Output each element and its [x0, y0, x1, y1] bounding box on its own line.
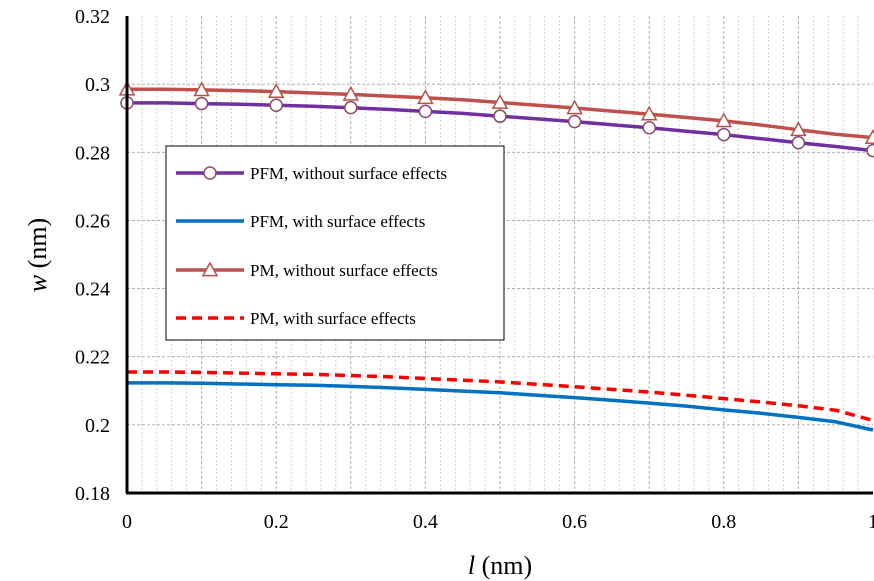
legend: PFM, without surface effects PFM, with su… [165, 145, 505, 341]
y-axis-unit: (nm) [23, 218, 52, 275]
data-point-triangle [193, 81, 210, 97]
legend-item-2: PFM, with surface effects [176, 212, 425, 231]
legend-label: PM, without surface effects [250, 261, 438, 280]
data-point-triangle [864, 129, 874, 144]
data-point-triangle [566, 99, 583, 115]
y-tick-label: 0.2 [85, 415, 110, 437]
series-2 [127, 381, 874, 432]
tick-labels: 0 0.2 0.4 0.6 0.8 1 0.18 0.2 0.22 0.24 0.26 0.28 0.3… [75, 6, 874, 533]
data-point-circle [567, 114, 582, 129]
y-axis-variable: w [23, 274, 52, 292]
legend-item-1: PFM, without surface effects [176, 164, 447, 183]
y-tick-label: 0.18 [75, 483, 110, 505]
series-layer [118, 80, 874, 432]
data-point-triangle [267, 83, 285, 98]
data-point-circle [269, 98, 283, 113]
axes [125, 16, 873, 495]
y-tick-label: 0.26 [75, 210, 110, 232]
x-tick-label: 0.4 [413, 511, 438, 533]
data-point-triangle [342, 85, 360, 101]
data-point-triangle [790, 121, 807, 137]
data-point-circle [866, 143, 874, 158]
y-tick-label: 0.28 [75, 142, 110, 164]
legend-marker-circle [203, 166, 217, 180]
y-tick-label: 0.24 [75, 279, 110, 301]
legend-label: PFM, without surface effects [250, 164, 447, 183]
x-axis-unit: (nm) [475, 551, 532, 580]
x-tick-label: 0.6 [562, 511, 587, 533]
legend-marker-triangle [201, 261, 219, 277]
x-tick-label: 0 [122, 511, 132, 533]
data-point-circle [194, 96, 209, 111]
legend-label: PFM, with surface effects [250, 212, 425, 231]
legend-item-3: PM, without surface effects [176, 261, 438, 280]
series-line [127, 381, 874, 432]
series-1 [120, 96, 874, 158]
series-line [127, 370, 874, 423]
legend-item-4: PM, with surface effects [176, 309, 416, 328]
y-tick-label: 0.32 [75, 6, 110, 28]
x-axis-title: l (nm) [468, 551, 532, 580]
x-tick-label: 0.8 [711, 511, 736, 533]
series-4 [127, 370, 874, 423]
data-point-triangle [640, 105, 658, 121]
y-axis-title: w (nm) [23, 218, 52, 292]
x-axis-variable: l [468, 551, 475, 580]
data-point-circle [418, 104, 433, 119]
data-point-circle [717, 127, 731, 142]
x-tick-label: 1 [868, 511, 874, 533]
data-point-circle [642, 121, 656, 135]
data-point-triangle [491, 93, 509, 109]
legend-label: PM, with surface effects [250, 309, 416, 328]
data-point-circle [344, 100, 358, 115]
legend-box [165, 145, 505, 341]
data-point-triangle [715, 112, 733, 128]
y-tick-label: 0.3 [85, 74, 110, 96]
x-tick-label: 0.2 [264, 511, 289, 533]
data-point-circle [791, 135, 806, 150]
data-point-triangle [417, 89, 434, 105]
y-tick-label: 0.22 [75, 347, 110, 369]
data-point-circle [493, 109, 507, 123]
